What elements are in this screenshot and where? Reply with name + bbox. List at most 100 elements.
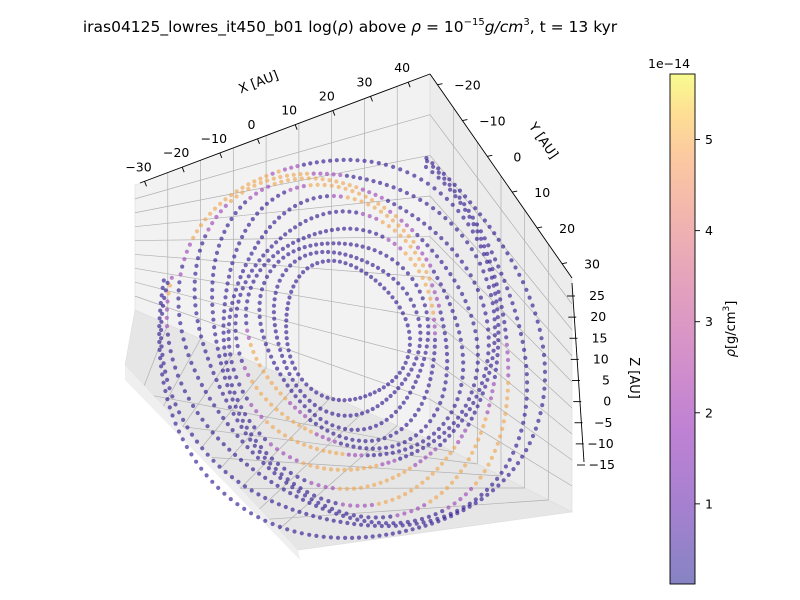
density-point [461, 367, 466, 373]
density-point [233, 328, 238, 333]
density-point [346, 452, 351, 457]
density-point [276, 429, 281, 434]
density-point [329, 183, 334, 188]
density-point [399, 218, 404, 223]
density-point [432, 290, 437, 295]
density-point [270, 197, 275, 202]
density-point [343, 252, 348, 257]
y-tick-label: 20 [559, 221, 575, 236]
density-point [490, 482, 495, 487]
density-point [307, 398, 312, 403]
density-point [289, 388, 294, 393]
density-point [244, 462, 250, 467]
density-point [423, 523, 428, 528]
density-point [389, 414, 394, 419]
density-point [290, 507, 295, 512]
density-point [253, 438, 258, 443]
density-point [383, 162, 388, 167]
density-point [295, 440, 300, 445]
density-point [444, 366, 450, 371]
density-point [337, 509, 342, 514]
density-point [227, 447, 232, 452]
density-point [294, 458, 299, 463]
density-point [490, 356, 495, 361]
density-point [489, 455, 494, 460]
density-point [381, 515, 386, 520]
density-point [205, 424, 210, 429]
density-point [426, 331, 431, 336]
density-point [475, 404, 480, 409]
density-point [434, 296, 439, 301]
density-point [293, 203, 298, 209]
x-tick [181, 166, 185, 173]
density-point [269, 479, 274, 485]
density-point [540, 403, 545, 408]
density-point-cloud [157, 156, 548, 541]
density-point [421, 445, 426, 451]
density-point [397, 405, 403, 410]
density-point [237, 351, 242, 356]
density-point [236, 479, 241, 484]
density-point [400, 266, 406, 271]
density-point [326, 249, 331, 255]
density-point [251, 349, 256, 355]
density-point [331, 431, 336, 436]
density-point [203, 217, 208, 222]
density-point [217, 354, 222, 359]
density-point [372, 390, 377, 395]
x-tick [332, 110, 336, 116]
density-point [225, 223, 230, 228]
density-point [330, 423, 335, 428]
density-point [288, 470, 293, 476]
density-point [491, 309, 496, 314]
density-point [498, 297, 503, 302]
density-point [318, 194, 323, 200]
density-point [494, 360, 499, 365]
y-tick-label: −10 [479, 114, 505, 129]
density-point [398, 187, 403, 193]
density-point [463, 492, 468, 497]
density-point [412, 413, 418, 418]
density-point [503, 464, 508, 469]
density-point [457, 330, 462, 335]
density-point [334, 158, 339, 163]
density-point [194, 459, 199, 464]
density-point [439, 236, 444, 241]
density-point [360, 411, 365, 416]
density-point [315, 214, 320, 219]
density-point [308, 418, 313, 423]
density-point [415, 232, 420, 238]
density-point [492, 448, 498, 453]
density-point [442, 176, 447, 181]
density-point [184, 249, 189, 254]
density-point [467, 214, 472, 219]
density-point [338, 441, 343, 446]
density-point [233, 313, 239, 318]
density-point [370, 534, 375, 539]
density-point [322, 466, 327, 471]
density-point [269, 380, 274, 386]
density-point [466, 306, 471, 311]
grid-line [134, 281, 431, 360]
density-point [348, 503, 353, 508]
density-point [357, 191, 362, 196]
density-point [359, 199, 364, 204]
density-point [323, 503, 328, 509]
colorbar-tick-label: 3 [705, 314, 713, 329]
density-point [466, 397, 472, 402]
density-point [240, 286, 245, 291]
density-point [485, 359, 490, 364]
density-point [424, 156, 429, 161]
density-point [334, 179, 339, 184]
density-point [491, 382, 496, 387]
density-point [396, 386, 401, 391]
density-point [515, 316, 520, 321]
density-point [240, 418, 245, 423]
density-point [511, 467, 516, 472]
density-point [443, 380, 448, 385]
density-point [262, 455, 267, 460]
density-point [253, 263, 258, 268]
density-point [424, 269, 429, 275]
z-tick-label: −15 [589, 457, 615, 472]
density-point [432, 331, 438, 336]
